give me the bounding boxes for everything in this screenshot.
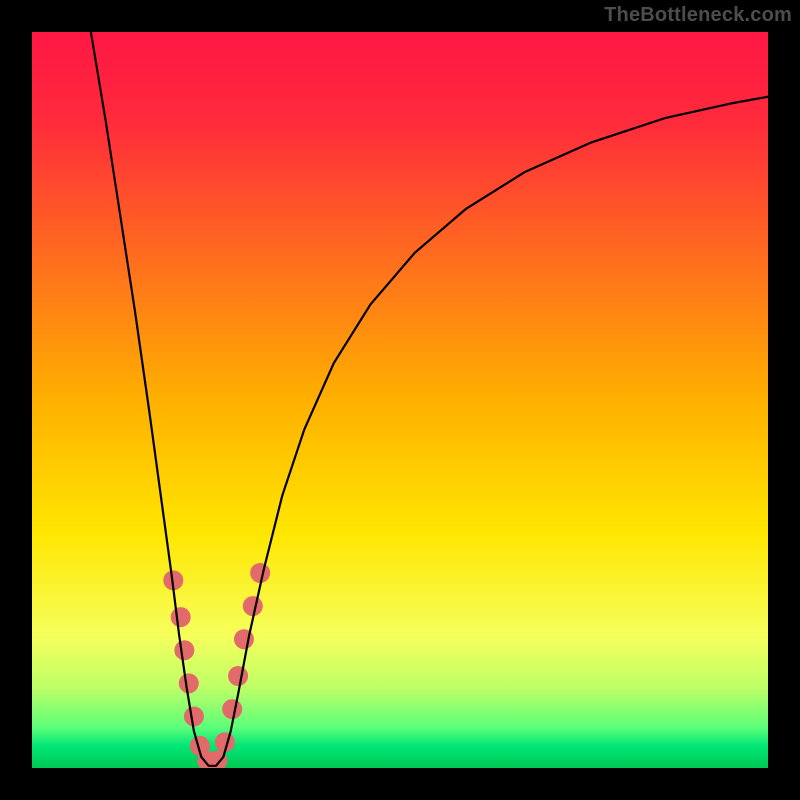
marker-point (171, 607, 191, 627)
marker-point (174, 640, 194, 660)
marker-point (184, 706, 204, 726)
marker-point (228, 666, 248, 686)
chart-svg (0, 0, 800, 800)
marker-point (179, 673, 199, 693)
marker-point (222, 699, 242, 719)
plot-background-gradient (32, 32, 768, 768)
chart-root: TheBottleneck.com (0, 0, 800, 800)
marker-point (243, 596, 263, 616)
watermark-text: TheBottleneck.com (604, 4, 792, 27)
marker-point (250, 563, 270, 583)
